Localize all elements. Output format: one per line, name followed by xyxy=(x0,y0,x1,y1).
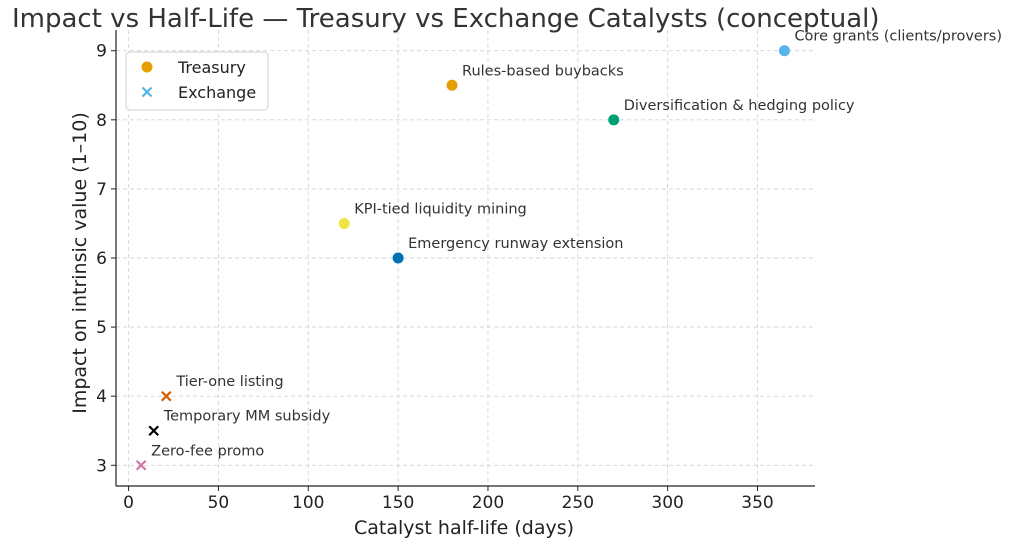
legend-marker-treasury xyxy=(141,61,153,73)
y-tick-label: 9 xyxy=(96,42,107,62)
x-tick-label: 300 xyxy=(651,493,683,513)
annotation-tier-one-listing: Tier-one listing xyxy=(175,374,283,390)
y-tick-label: 3 xyxy=(96,456,107,476)
annotation-emergency-runway-extension: Emergency runway extension xyxy=(408,236,623,252)
point-annotations: Core grants (clients/provers) Rules-based… xyxy=(151,29,1002,460)
annotation-temporary-mm-subsidy: Temporary MM subsidy xyxy=(163,409,331,425)
annotation-core-grants-clients-provers: Core grants (clients/provers) xyxy=(794,29,1002,45)
y-tick-label: 6 xyxy=(96,249,107,269)
annotation-zero-fee-promo: Zero-fee promo xyxy=(151,443,264,459)
y-tick-label: 4 xyxy=(96,387,107,407)
tick-labels: 0 50 100 150 200 250 300 350 3 4 5 6 7 8 9 xyxy=(96,42,774,513)
point-zero-fee-promo xyxy=(135,459,147,471)
data-points xyxy=(135,45,790,471)
y-tick-label: 5 xyxy=(96,318,107,338)
x-tick-label: 50 xyxy=(208,493,230,513)
annotation-rules-based-buybacks: Rules-based buybacks xyxy=(462,63,624,79)
point-emergency-runway-extension xyxy=(392,252,404,264)
x-tick-label: 250 xyxy=(562,493,594,513)
legend-marker-exchange xyxy=(141,86,153,98)
chart-title: Impact vs Half-Life — Treasury vs Exchan… xyxy=(12,4,880,34)
y-tick-label: 7 xyxy=(96,180,107,200)
x-axis-label: Catalyst half-life (days) xyxy=(354,517,574,539)
annotation-kpi-tied-liquidity-mining: KPI-tied liquidity mining xyxy=(354,201,527,217)
x-tick-label: 150 xyxy=(382,493,414,513)
y-axis-label: Impact on intrinsic value (1–10) xyxy=(69,112,91,414)
legend-label-treasury: Treasury xyxy=(177,58,246,77)
legend-label-exchange: Exchange xyxy=(178,83,256,102)
x-tick-label: 100 xyxy=(292,493,324,513)
point-diversification-hedging-policy xyxy=(608,114,620,126)
x-tick-label: 200 xyxy=(472,493,504,513)
legend-frame xyxy=(125,51,269,111)
annotation-diversification-hedging-policy: Diversification & hedging policy xyxy=(624,98,855,114)
x-tick-label: 0 xyxy=(123,493,134,513)
legend: Treasury Exchange xyxy=(125,51,269,111)
point-core-grants-clients-provers xyxy=(778,45,790,57)
point-tier-one-listing xyxy=(161,390,172,402)
point-rules-based-buybacks xyxy=(446,79,458,91)
y-tick-label: 8 xyxy=(96,111,107,131)
point-temporary-mm-subsidy xyxy=(148,425,160,437)
x-tick-label: 350 xyxy=(741,493,773,513)
point-kpi-tied-liquidity-mining xyxy=(338,217,350,229)
